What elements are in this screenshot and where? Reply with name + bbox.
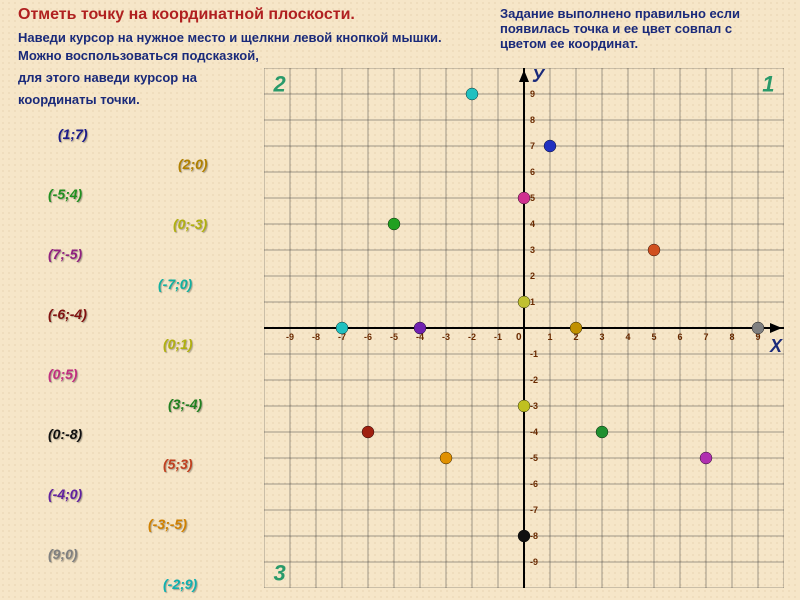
- svg-text:-7: -7: [530, 505, 538, 515]
- svg-text:3: 3: [599, 332, 604, 342]
- plotted-point: [518, 296, 530, 308]
- svg-text:-8: -8: [530, 531, 538, 541]
- plotted-point: [570, 322, 582, 334]
- right-note: Задание выполнено правильно если появила…: [500, 6, 780, 51]
- svg-text:-1: -1: [530, 349, 538, 359]
- instruction-1: Наведи курсор на нужное место и щелкни л…: [18, 30, 442, 45]
- svg-text:7: 7: [530, 141, 535, 151]
- svg-text:-5: -5: [530, 453, 538, 463]
- svg-text:7: 7: [703, 332, 708, 342]
- svg-text:0: 0: [516, 332, 522, 343]
- svg-text:-3: -3: [442, 332, 450, 342]
- plotted-point: [388, 218, 400, 230]
- svg-text:8: 8: [530, 115, 535, 125]
- svg-text:5: 5: [530, 193, 535, 203]
- plotted-point: [648, 244, 660, 256]
- coord-hint[interactable]: (-5;4): [48, 186, 82, 202]
- plotted-point: [362, 426, 374, 438]
- coord-hint[interactable]: (-6;-4): [48, 306, 87, 322]
- plotted-point: [518, 530, 530, 542]
- coord-hint[interactable]: (3;-4): [168, 396, 202, 412]
- page-title: Отметь точку на координатной плоскости.: [18, 6, 355, 24]
- svg-text:-4: -4: [530, 427, 538, 437]
- coord-hint[interactable]: (0;1): [163, 336, 193, 352]
- svg-text:-6: -6: [530, 479, 538, 489]
- coord-hint[interactable]: (1;7): [58, 126, 88, 142]
- plotted-point: [752, 322, 764, 334]
- svg-text:-8: -8: [312, 332, 320, 342]
- svg-text:9: 9: [530, 89, 535, 99]
- plotted-point: [336, 322, 348, 334]
- instruction-4: координаты точки.: [18, 92, 140, 107]
- svg-text:-1: -1: [494, 332, 502, 342]
- svg-text:6: 6: [677, 332, 682, 342]
- instruction-2: Можно воспользоваться подсказкой,: [18, 48, 259, 63]
- plotted-point: [440, 452, 452, 464]
- svg-text:У: У: [532, 68, 546, 86]
- plotted-point: [466, 88, 478, 100]
- plotted-point: [518, 192, 530, 204]
- svg-text:8: 8: [729, 332, 734, 342]
- plotted-point: [544, 140, 556, 152]
- svg-text:1: 1: [530, 297, 535, 307]
- coord-hint[interactable]: (0:-8): [48, 426, 82, 442]
- coord-hint[interactable]: (5;3): [163, 456, 193, 472]
- plotted-point: [414, 322, 426, 334]
- coord-hint[interactable]: (0;5): [48, 366, 78, 382]
- svg-text:1: 1: [762, 72, 774, 97]
- svg-text:-2: -2: [530, 375, 538, 385]
- svg-text:3: 3: [530, 245, 535, 255]
- coord-hint[interactable]: (-2;9): [163, 576, 197, 592]
- svg-text:-9: -9: [286, 332, 294, 342]
- svg-text:-3: -3: [530, 401, 538, 411]
- plotted-point: [518, 400, 530, 412]
- coord-hint[interactable]: (-4;0): [48, 486, 82, 502]
- coord-hint[interactable]: (9;0): [48, 546, 78, 562]
- coord-hint[interactable]: (-3;-5): [148, 516, 187, 532]
- coord-hint[interactable]: (-7;0): [158, 276, 192, 292]
- svg-text:2: 2: [272, 72, 286, 97]
- plotted-point: [700, 452, 712, 464]
- svg-text:1: 1: [547, 332, 552, 342]
- plotted-point: [596, 426, 608, 438]
- svg-text:-9: -9: [530, 557, 538, 567]
- svg-text:4: 4: [625, 332, 630, 342]
- svg-text:2: 2: [530, 271, 535, 281]
- svg-text:5: 5: [651, 332, 656, 342]
- instruction-3: для этого наведи курсор на: [18, 70, 197, 85]
- coordinate-grid[interactable]: -9-9-8-8-7-7-6-6-5-5-4-4-3-3-2-2-1-11122…: [264, 68, 784, 588]
- coord-hint[interactable]: (2;0): [178, 156, 208, 172]
- coord-hint[interactable]: (7;-5): [48, 246, 82, 262]
- coord-hint[interactable]: (0;-3): [173, 216, 207, 232]
- svg-text:X: X: [769, 336, 783, 356]
- svg-text:-2: -2: [468, 332, 476, 342]
- svg-text:6: 6: [530, 167, 535, 177]
- svg-text:3: 3: [273, 560, 285, 585]
- svg-text:4: 4: [530, 219, 535, 229]
- svg-text:-5: -5: [390, 332, 398, 342]
- svg-text:-6: -6: [364, 332, 372, 342]
